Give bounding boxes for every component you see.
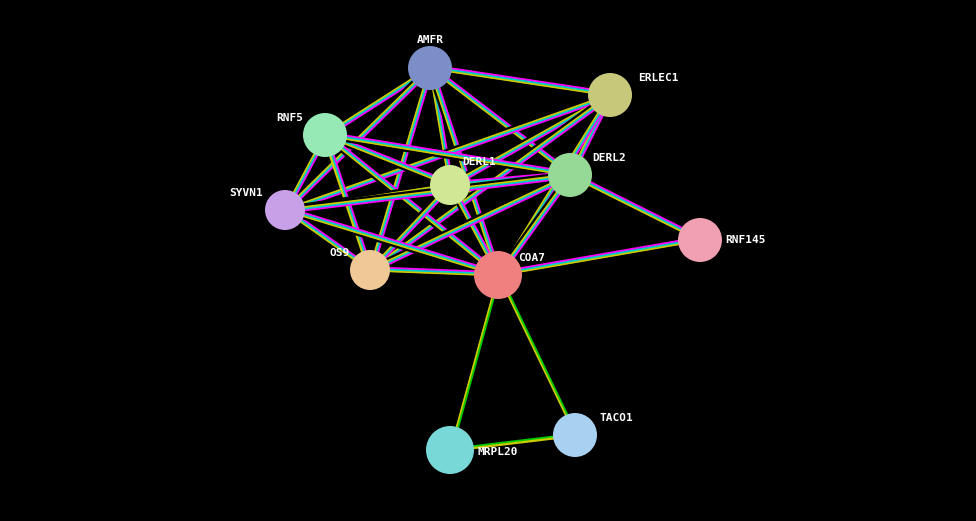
Circle shape bbox=[430, 165, 470, 205]
Text: DERL1: DERL1 bbox=[462, 157, 496, 167]
Text: MRPL20: MRPL20 bbox=[478, 447, 518, 457]
Circle shape bbox=[553, 413, 597, 457]
Text: SYVN1: SYVN1 bbox=[229, 188, 263, 198]
Text: OS9: OS9 bbox=[330, 248, 350, 258]
Circle shape bbox=[474, 251, 522, 299]
Text: AMFR: AMFR bbox=[417, 35, 443, 45]
Text: RNF145: RNF145 bbox=[725, 235, 765, 245]
Text: RNF5: RNF5 bbox=[276, 113, 303, 123]
Circle shape bbox=[350, 250, 390, 290]
Circle shape bbox=[265, 190, 305, 230]
Circle shape bbox=[588, 73, 632, 117]
Circle shape bbox=[548, 153, 592, 197]
Circle shape bbox=[678, 218, 722, 262]
Text: TACO1: TACO1 bbox=[600, 413, 633, 423]
Text: ERLEC1: ERLEC1 bbox=[638, 73, 678, 83]
Circle shape bbox=[303, 113, 347, 157]
Circle shape bbox=[408, 46, 452, 90]
Circle shape bbox=[426, 426, 474, 474]
Text: COA7: COA7 bbox=[518, 253, 545, 263]
Text: DERL2: DERL2 bbox=[592, 153, 626, 163]
